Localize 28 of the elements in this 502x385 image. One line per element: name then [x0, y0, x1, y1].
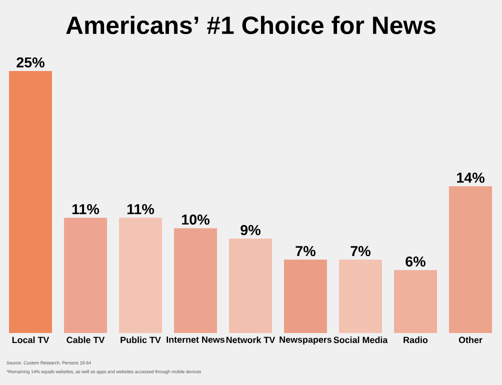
chart-title: Americans’ #1 Choice for News — [66, 16, 436, 34]
data-label: 11% — [127, 204, 154, 214]
bar — [339, 260, 382, 333]
x-tick-label: Network TV — [226, 336, 276, 344]
x-tick-label: Social Media — [334, 336, 388, 344]
data-label: 7% — [350, 246, 370, 256]
x-tick-label: Public TV — [120, 336, 161, 344]
data-label: 25% — [16, 57, 44, 68]
x-tick-label: Newspapers — [280, 336, 332, 345]
data-label: 11% — [72, 204, 100, 214]
x-tick-label: Radio — [404, 336, 428, 344]
x-tick-label: Cable TV — [66, 336, 105, 344]
bar — [174, 228, 217, 333]
bar — [119, 218, 162, 333]
data-label: 7% — [296, 246, 316, 256]
data-label: 6% — [406, 256, 426, 267]
bar — [64, 218, 108, 333]
bar — [448, 186, 492, 333]
data-label: 14% — [457, 172, 484, 183]
data-label: 10% — [182, 214, 210, 225]
x-tick-label: Internet News — [166, 336, 225, 343]
bar — [9, 70, 52, 333]
bar — [394, 270, 437, 333]
x-tick-label: Local TV — [12, 336, 50, 344]
data-label: 9% — [240, 225, 260, 236]
bar — [284, 260, 327, 333]
x-tick-label: Other — [458, 336, 482, 344]
bar — [229, 238, 272, 333]
